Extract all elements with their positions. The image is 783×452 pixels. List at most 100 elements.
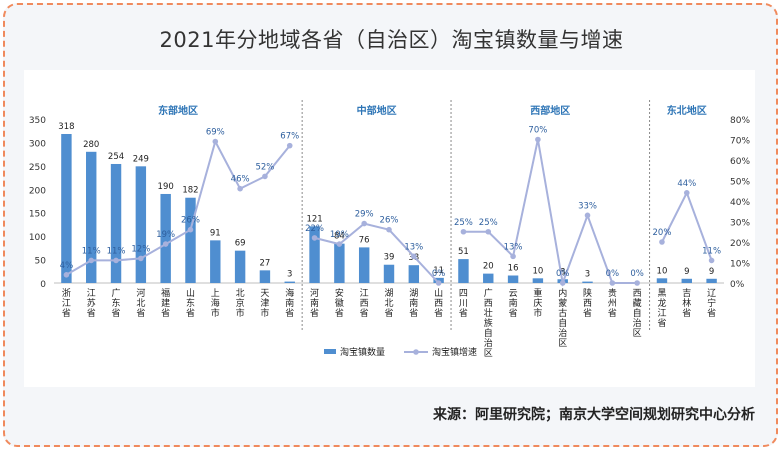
growth-value-label: 70% (528, 126, 547, 136)
bar-value-label: 11 (433, 266, 444, 276)
bar (234, 250, 246, 283)
growth-point (460, 228, 467, 235)
growth-value-label: 26% (181, 216, 200, 226)
bar-value-label: 3 (287, 270, 292, 280)
x-tick-label: 贵州省 (608, 287, 617, 319)
bar-value-label: 190 (158, 182, 174, 192)
bar-value-label: 69 (235, 239, 246, 249)
x-tick-label: 山东省 (186, 288, 195, 319)
y2-tick-label: 40% (730, 198, 750, 208)
bar (358, 247, 370, 283)
y2-tick-label: 10% (730, 260, 750, 270)
growth-value-label: 0% (606, 269, 620, 279)
x-tick-label: 吉林省 (682, 288, 691, 319)
bar (210, 240, 221, 283)
y-tick-label: 350 (29, 116, 46, 126)
growth-value-label: 0% (630, 269, 644, 279)
growth-point (113, 257, 119, 264)
bar (483, 273, 494, 283)
chart-svg: 0501001502002503003500%10%20%30%40%50%60… (29, 100, 750, 359)
bar-value-label: 280 (83, 140, 99, 150)
bar (507, 275, 519, 283)
growth-point (411, 253, 417, 260)
growth-value-label: 19% (330, 230, 349, 240)
growth-value-label: 33% (578, 201, 597, 211)
x-tick-label: 安徽省 (335, 287, 344, 319)
growth-point (88, 257, 95, 264)
y-tick-label: 100 (29, 233, 46, 243)
growth-value-label: 46% (231, 175, 250, 185)
growth-point (63, 272, 70, 278)
growth-point (138, 255, 144, 262)
growth-point (162, 241, 169, 247)
group-label: 中部地区 (357, 104, 397, 117)
legend-bar-swatch (324, 349, 336, 354)
x-tick-label: 天津市 (260, 289, 269, 319)
group-label: 东北地区 (667, 104, 707, 117)
growth-line (463, 139, 638, 287)
bar (458, 259, 469, 283)
bar-value-label: 20 (483, 262, 494, 272)
bar-value-label: 16 (508, 264, 519, 274)
growth-value-label: 44% (677, 179, 696, 189)
x-tick-label: 湖南省 (409, 288, 418, 319)
bar (284, 281, 295, 283)
growth-point (187, 226, 194, 233)
bar (706, 278, 717, 283)
growth-value-label: 13% (404, 242, 423, 252)
source-note: 来源：阿里研究院；南京大学空间规划研究中心分析 (433, 407, 755, 423)
growth-value-label: 11% (82, 246, 101, 256)
bar-value-label: 9 (709, 267, 714, 277)
y-tick-label: 0 (40, 280, 46, 290)
x-tick-label: 河南省 (310, 287, 319, 319)
x-tick-label: 北京市 (236, 288, 245, 319)
bar-value-label: 249 (133, 154, 149, 164)
growth-point (535, 136, 541, 143)
x-tick-label: 西藏自治区 (633, 288, 642, 339)
growth-value-label: 69% (206, 128, 225, 138)
growth-line (65, 138, 291, 276)
growth-value-label: 25% (454, 218, 473, 228)
growth-value-label: 4% (60, 261, 74, 271)
y2-tick-label: 60% (730, 157, 750, 167)
growth-value-label: 11% (107, 246, 126, 256)
growth-point (659, 239, 665, 245)
y-tick-label: 50 (35, 257, 47, 267)
growth-point (237, 185, 243, 192)
bar-value-label: 9 (684, 267, 689, 277)
bar-value-label: 27 (260, 258, 271, 268)
growth-value-label: 22% (305, 224, 324, 234)
x-tick-label: 辽宁省 (707, 288, 716, 319)
x-tick-label: 湖北省 (384, 288, 393, 319)
x-tick-label: 海南省 (285, 287, 294, 319)
growth-point (386, 226, 392, 233)
bar (309, 226, 320, 283)
growth-point (584, 212, 591, 219)
legend-bar-label: 淘宝镇数量 (340, 346, 385, 358)
bar-value-label: 84 (334, 232, 345, 242)
bar-value-label: 51 (458, 247, 469, 257)
bar (582, 281, 593, 283)
y2-tick-label: 50% (730, 178, 750, 188)
x-tick-label: 重庆市 (533, 287, 542, 319)
growth-point (485, 228, 492, 235)
x-tick-label: 陕西省 (583, 287, 592, 319)
growth-point (286, 142, 293, 149)
x-tick-label: 上海市 (211, 288, 220, 319)
bar-value-label: 121 (306, 214, 322, 224)
growth-point (336, 241, 343, 247)
group-label: 西部地区 (530, 104, 570, 117)
bar-value-label: 318 (58, 122, 74, 132)
growth-point (361, 220, 367, 227)
y2-tick-label: 20% (730, 239, 750, 249)
bar-value-label: 254 (108, 152, 124, 162)
x-tick-label: 黑龙江省 (657, 288, 666, 329)
growth-value-label: 52% (255, 162, 274, 172)
chart-area: 0 50 100 150 200 250 300 350 0% 10% 20% 30% 40% 50% 60… (24, 70, 755, 387)
x-tick-label: 四川省 (459, 289, 468, 319)
x-tick-label: 河北省 (136, 287, 145, 319)
x-tick-label: 云南省 (509, 289, 518, 319)
growth-point (559, 280, 566, 286)
bar (185, 197, 196, 283)
bar (259, 270, 271, 283)
